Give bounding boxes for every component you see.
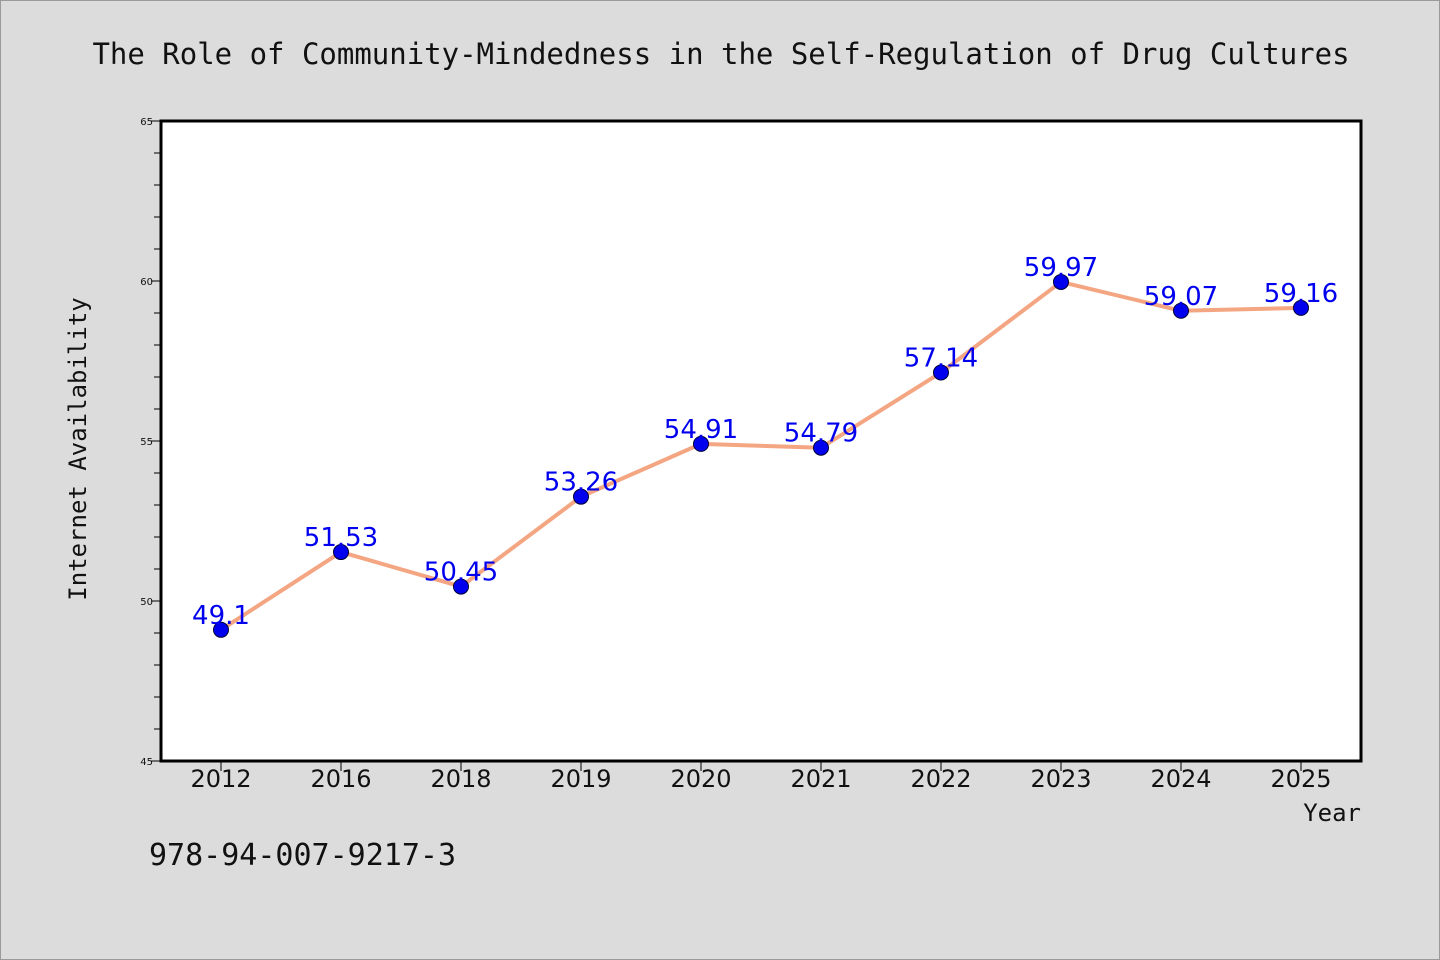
x-tick-label: 2020: [670, 765, 731, 793]
data-markers: [213, 273, 1309, 638]
data-point: [1053, 273, 1069, 290]
x-tick-label: 2025: [1270, 765, 1331, 793]
data-label: 59.07: [1144, 282, 1218, 312]
x-tick-label: 2024: [1150, 765, 1211, 793]
data-label: 51.53: [304, 523, 378, 553]
data-label: 57.14: [904, 344, 978, 374]
y-tick-label: 60: [140, 277, 153, 288]
x-tick-label: 2016: [310, 765, 371, 793]
data-label: 49.1: [192, 601, 250, 631]
data-point: [1173, 302, 1189, 319]
data-point: [693, 435, 709, 452]
data-label: 50.45: [424, 558, 498, 588]
data-labels: 49.1 51.53 50.45 53.26 54.91 54.79 57.14 59.97 5…: [192, 253, 1338, 631]
x-tick-label: 2021: [790, 765, 851, 793]
data-point: [933, 364, 949, 381]
data-point: [1293, 299, 1309, 316]
isbn-text: 978-94-007-9217-3: [149, 838, 456, 873]
x-tick-label: 2023: [1030, 765, 1091, 793]
x-axis: 2012 2016 2018 2019 2020 2021 2022 2023 2024 2025: [190, 761, 1332, 793]
data-label: 54.91: [664, 415, 738, 445]
series-line-group: [219, 279, 1303, 632]
y-axis-label: Internet Availability: [64, 297, 92, 600]
y-tick-label: 55: [140, 437, 153, 448]
data-point: [453, 578, 469, 595]
data-label: 54.79: [784, 419, 858, 449]
data-label: 53.26: [544, 468, 618, 498]
x-axis-label: Year: [1303, 799, 1361, 827]
plot-area: [159, 119, 1363, 763]
data-point: [573, 488, 589, 505]
series-line: [219, 279, 1303, 632]
data-label: 59.97: [1024, 253, 1098, 283]
x-tick-label: 2022: [910, 765, 971, 793]
data-point: [813, 439, 829, 456]
y-tick-label: 50: [140, 597, 153, 608]
y-tick-label: 65: [140, 117, 153, 128]
data-point: [333, 544, 349, 561]
x-tick-label: 2018: [430, 765, 491, 793]
y-tick-label: 45: [140, 757, 153, 768]
chart-title: The Role of Community-Mindedness in the …: [92, 37, 1349, 71]
x-tick-label: 2019: [550, 765, 611, 793]
data-point: [213, 621, 229, 638]
x-tick-label: 2012: [190, 765, 251, 793]
data-label: 59.16: [1264, 279, 1338, 309]
y-axis: 45 50 55 60 65: [140, 117, 161, 768]
